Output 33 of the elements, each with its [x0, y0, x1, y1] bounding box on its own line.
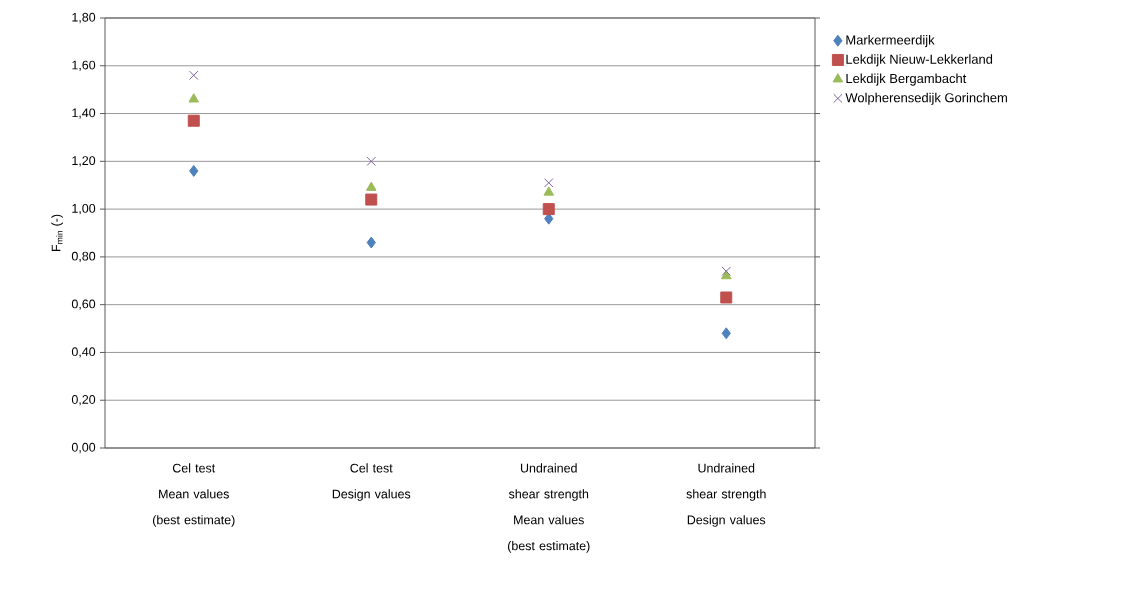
y-tick-label: 0,00	[71, 442, 96, 454]
y-tick-label: 0,40	[71, 347, 96, 358]
point	[366, 236, 376, 249]
y-tick-label: 0,80	[71, 251, 96, 263]
legend-label: Lekdijk Nieuw-Lekkerland	[846, 54, 993, 67]
category-label: Undrained shear strength Design values	[686, 463, 766, 527]
category-label: Cel test Mean values (best estimate)	[152, 463, 235, 527]
y-tick-label: 0,60	[71, 299, 96, 310]
y-tick-label: 1,20	[72, 156, 96, 167]
point	[365, 181, 377, 191]
point	[721, 266, 731, 276]
point	[189, 164, 199, 177]
point	[542, 203, 555, 216]
point	[543, 186, 555, 196]
category-label: Cel test Design values	[332, 463, 411, 501]
legend-label: Wolpherensedijk Gorinchem	[845, 92, 1007, 105]
legend-label: Lekdijk Bergambacht	[846, 73, 967, 86]
point	[188, 93, 200, 103]
y-tick-label: 1,80	[72, 12, 96, 24]
point	[366, 156, 376, 167]
legend-label: Markermeerdijk	[846, 35, 935, 48]
y-tick-label: 1,40	[72, 108, 96, 119]
point	[544, 178, 554, 188]
point	[187, 114, 200, 127]
y-tick-label: 0,20	[71, 395, 96, 406]
y-tick-label: 1,60	[72, 60, 96, 71]
y-tick-label: 1,00	[72, 203, 96, 215]
y-axis-title: F$_{min}$ (-)	[51, 214, 63, 252]
point	[365, 193, 378, 206]
point	[189, 70, 199, 81]
point	[721, 327, 731, 340]
category-label: Undrained shear strength Mean values (best estimate)	[507, 463, 590, 553]
point	[720, 291, 733, 304]
